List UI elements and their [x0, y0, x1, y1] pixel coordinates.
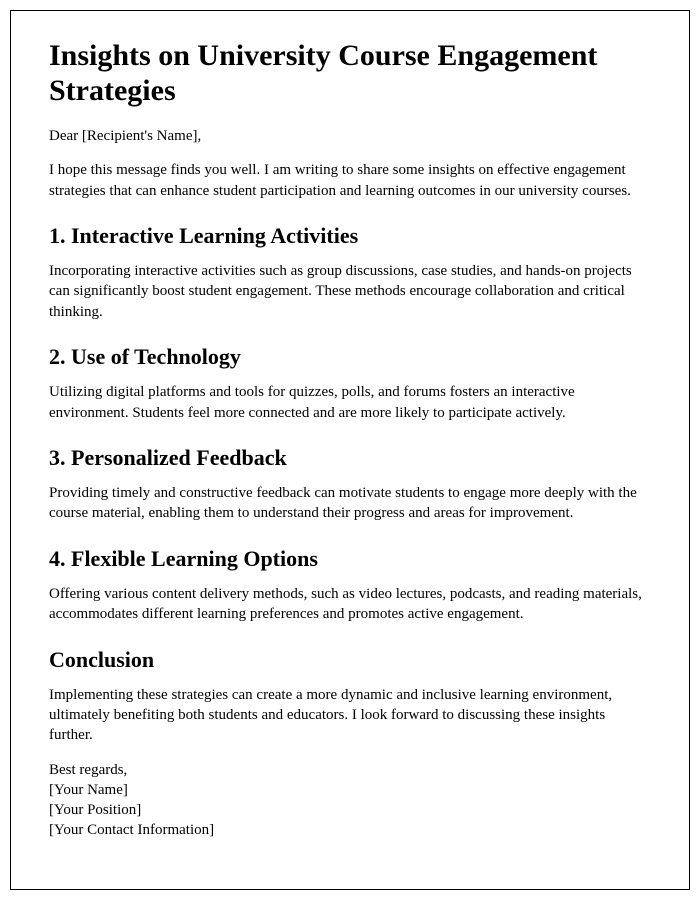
section-body-1: Incorporating interactive activities suc…	[49, 261, 651, 322]
sender-position: [Your Position]	[49, 800, 651, 820]
intro-paragraph: I hope this message finds you well. I am…	[49, 160, 651, 201]
conclusion-body: Implementing these strategies can create…	[49, 685, 651, 746]
salutation: Dear [Recipient's Name],	[49, 126, 651, 146]
closing-line: Best regards,	[49, 760, 651, 780]
document-page: Insights on University Course Engagement…	[10, 10, 690, 890]
closing-block: Best regards, [Your Name] [Your Position…	[49, 760, 651, 841]
sender-contact: [Your Contact Information]	[49, 820, 651, 840]
section-heading-1: 1. Interactive Learning Activities	[49, 223, 651, 249]
conclusion-heading: Conclusion	[49, 647, 651, 673]
section-heading-2: 2. Use of Technology	[49, 344, 651, 370]
document-title: Insights on University Course Engagement…	[49, 39, 651, 108]
section-body-3: Providing timely and constructive feedba…	[49, 483, 651, 524]
section-heading-4: 4. Flexible Learning Options	[49, 546, 651, 572]
sender-name: [Your Name]	[49, 780, 651, 800]
section-body-4: Offering various content delivery method…	[49, 584, 651, 625]
section-heading-3: 3. Personalized Feedback	[49, 445, 651, 471]
section-body-2: Utilizing digital platforms and tools fo…	[49, 382, 651, 423]
